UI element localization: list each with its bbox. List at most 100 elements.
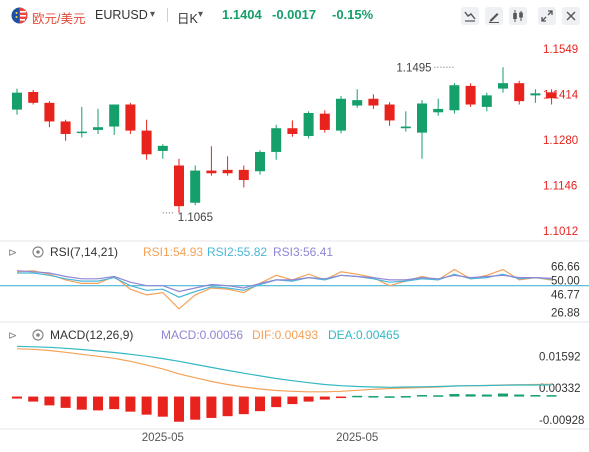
macd-bar — [12, 396, 22, 399]
macd-bar — [44, 396, 55, 406]
price-axis-tick-label: 1.1012 — [543, 226, 578, 238]
macd-bar — [449, 394, 460, 397]
chart-toolbar: 欧元/美元 EURUSD ▾ 日K ▾ 1.1404 -0.0017 -0.15… — [0, 0, 589, 30]
candle-body — [319, 113, 330, 130]
candle-body — [93, 127, 103, 130]
indicator-settings-button[interactable] — [461, 7, 479, 25]
macd-bar — [546, 395, 557, 397]
price-change: -0.0017 — [272, 7, 317, 22]
macd-bar — [336, 396, 346, 399]
rsi-axis-tick-label: 26.88 — [551, 307, 580, 319]
price-axis-tick-label: 1.1549 — [543, 44, 578, 56]
macd-bar — [141, 396, 152, 415]
settings-icon-center — [36, 333, 40, 337]
macd-bar — [206, 396, 217, 418]
candle-body — [546, 92, 557, 99]
candle-body — [498, 83, 508, 89]
candle-body — [352, 100, 363, 106]
macd-axis-tick-label: 0.01592 — [539, 352, 581, 364]
candle-body — [125, 104, 136, 131]
rsi-series-1 — [16, 268, 552, 310]
candle-body — [384, 104, 395, 121]
settings-icon-center — [36, 250, 40, 254]
candle-body — [417, 103, 427, 133]
macd-bar — [433, 395, 444, 397]
macd-axis-tick-label: -0.00928 — [539, 415, 584, 427]
rsi-axis-tick-label: 50.00 — [551, 276, 580, 288]
symbol-name[interactable]: 欧元/美元 — [32, 12, 86, 26]
macd-bar — [271, 396, 282, 408]
macd-bar — [287, 396, 298, 405]
date-axis-tick-label: 2025-05 — [336, 432, 378, 444]
candle-body — [433, 108, 444, 113]
symbol-code[interactable]: EURUSD — [95, 8, 148, 22]
macd-bar — [319, 396, 330, 400]
candle-body — [12, 92, 22, 110]
macd-line-dea — [16, 345, 552, 388]
period-dropdown-caret-icon[interactable]: ▾ — [198, 9, 204, 20]
macd-bar — [60, 396, 71, 408]
macd-legend-1: MACD:0.00056 — [161, 328, 243, 342]
candle-body — [368, 98, 379, 106]
macd-bar — [400, 396, 411, 398]
candle-body — [530, 93, 541, 96]
macd-bar — [174, 396, 184, 422]
macd-bar — [125, 396, 136, 412]
price-change-percent: -0.15% — [332, 7, 374, 22]
candle-body — [255, 151, 265, 172]
symbol-dropdown-caret-icon[interactable]: ▾ — [150, 9, 156, 20]
candle-body — [141, 130, 152, 155]
rsi-legend-2: RSI2:55.82 — [207, 245, 267, 259]
candle-body — [157, 145, 168, 151]
candle-body — [206, 170, 217, 174]
draw-tool-button[interactable] — [485, 7, 503, 25]
macd-title: MACD(12,26,9) — [50, 328, 133, 342]
macd-bar — [498, 393, 508, 397]
macd-bar — [514, 394, 525, 397]
rsi-axis-tick-label: 66.66 — [551, 261, 580, 273]
macd-bar — [352, 395, 363, 398]
macd-bar — [190, 396, 201, 420]
price-axis-tick-label: 1.1146 — [543, 180, 577, 192]
close-button[interactable] — [562, 7, 580, 25]
macd-bar — [109, 396, 120, 410]
rsi-legend-3: RSI3:56.41 — [273, 245, 333, 259]
period-selector[interactable]: 日K — [177, 12, 198, 26]
candle-body — [465, 85, 476, 105]
macd-axis-tick-label: 0.00332 — [539, 383, 581, 395]
macd-bar — [28, 396, 39, 402]
candle-type-button[interactable] — [509, 7, 527, 25]
rsi-axis-tick-label: 46.77 — [551, 289, 580, 301]
last-price: 1.1404 — [222, 7, 262, 22]
macd-bar — [93, 396, 103, 411]
candle-body — [174, 165, 184, 207]
candle-body — [190, 170, 201, 203]
macd-legend-2: DIF:0.00493 — [252, 328, 318, 342]
draw-icon — [489, 13, 499, 23]
macd-bar — [157, 396, 168, 417]
settings-icon — [32, 329, 44, 341]
macd-bar — [238, 396, 249, 415]
expand-button[interactable] — [538, 7, 556, 25]
macd-bar — [76, 396, 87, 410]
candle-body — [400, 126, 411, 129]
rsi-legend-1: RSI1:54.93 — [143, 245, 203, 259]
close-icon — [566, 11, 576, 21]
macd-bar — [530, 395, 541, 397]
candle-body — [336, 98, 346, 131]
macd-bar — [465, 394, 476, 397]
candle-body — [28, 91, 39, 103]
candle-body — [222, 169, 233, 174]
toolbar-divider — [167, 8, 168, 22]
macd-bar — [417, 395, 427, 397]
candle-body — [76, 131, 87, 134]
indicator-settings-icon — [464, 11, 476, 22]
macd-bar — [384, 396, 395, 398]
candle-body — [109, 104, 120, 127]
high-price-annotation: 1.1495 — [396, 62, 431, 74]
candle-body — [303, 112, 314, 137]
collapse-icon: ⊳ — [8, 247, 17, 259]
rsi-series-3 — [16, 270, 552, 293]
eurozone-flag-icon — [11, 7, 28, 24]
